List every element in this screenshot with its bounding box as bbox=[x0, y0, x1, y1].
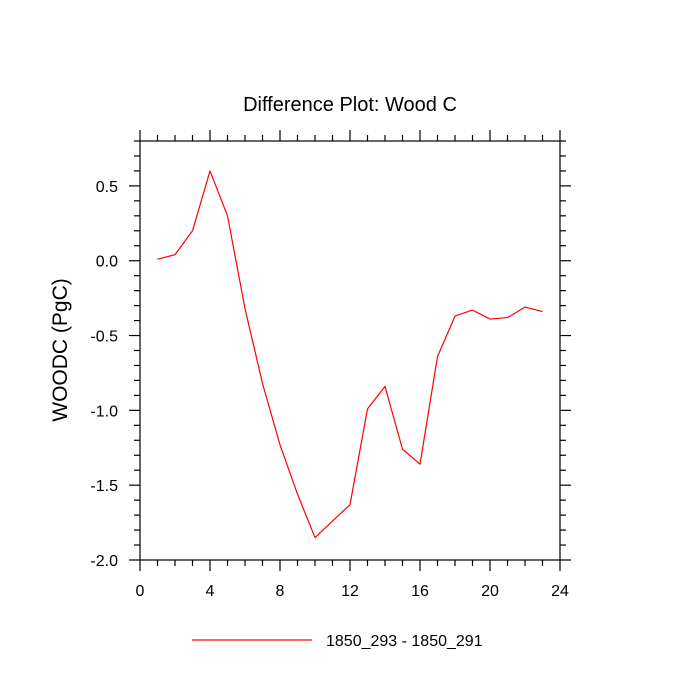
y-axis-label: WOODC (PgC) bbox=[49, 278, 72, 422]
y-tick-label: -1.5 bbox=[90, 478, 118, 495]
legend-label: 1850_293 - 1850_291 bbox=[326, 633, 483, 650]
plot-frame bbox=[139, 140, 561, 561]
x-tick-label: 20 bbox=[481, 583, 499, 600]
y-tick-label: 0.0 bbox=[96, 254, 118, 271]
data-series bbox=[157, 170, 543, 539]
y-tick-label: -1.0 bbox=[90, 403, 118, 420]
legend: 1850_293 - 1850_291 bbox=[192, 633, 483, 650]
y-tick-label: -0.5 bbox=[90, 329, 118, 346]
x-tick-label: 4 bbox=[206, 583, 215, 600]
x-tick-label: 0 bbox=[136, 583, 145, 600]
x-tick-label: 16 bbox=[411, 583, 429, 600]
series-line bbox=[157, 170, 543, 539]
y-tick-label: 0.5 bbox=[96, 179, 118, 196]
chart-title: Difference Plot: Wood C bbox=[243, 94, 457, 116]
y-tick-label: -2.0 bbox=[90, 553, 118, 570]
axis-tick-labels: 0 4 8 12 16 20 24 -2.0 -1.5 -1.0 -0.5 0.0 0.5 bbox=[90, 179, 569, 600]
x-tick-label: 12 bbox=[341, 583, 359, 600]
x-tick-label: 8 bbox=[276, 583, 285, 600]
axis-ticks bbox=[129, 130, 571, 571]
x-tick-label: 24 bbox=[551, 583, 569, 600]
